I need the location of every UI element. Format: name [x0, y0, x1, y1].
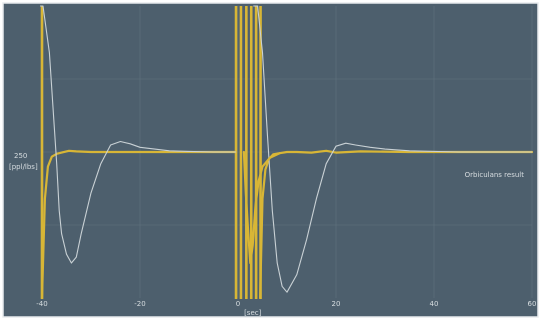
response-series-line — [39, 5, 237, 264]
x-tick-label: 60 — [528, 300, 537, 308]
x-tick-label: 40 — [430, 300, 439, 308]
x-tick-label: -20 — [134, 300, 145, 308]
y-axis-value-label: 250 — [14, 152, 27, 160]
series-annotation: Orbiculans result — [465, 171, 525, 179]
x-tick-label: -40 — [36, 300, 47, 308]
x-tick-label: 20 — [332, 300, 341, 308]
y-axis-unit-label: [ppl/lbs] — [9, 163, 38, 171]
reference-series-line — [242, 150, 281, 265]
response-series-line — [253, 5, 533, 293]
x-axis-label: [sec] — [244, 309, 262, 317]
reference-series-line — [259, 149, 534, 300]
x-tick-label: 0 — [236, 300, 240, 308]
reference-series-line — [40, 149, 237, 300]
